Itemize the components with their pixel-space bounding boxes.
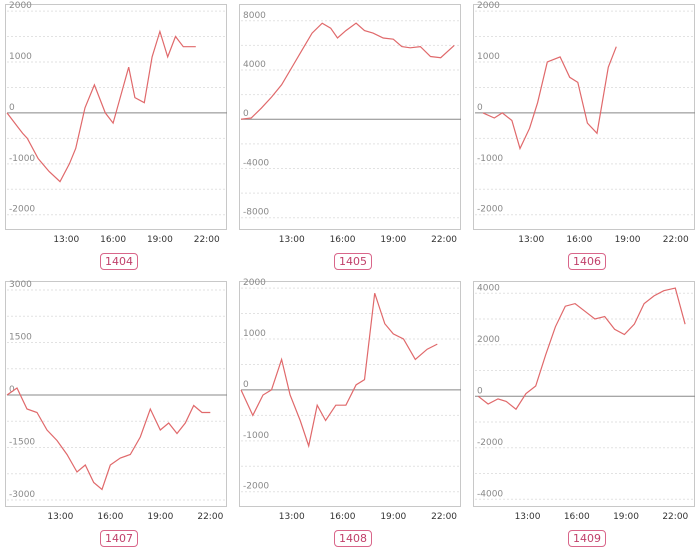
- chart-svg: 3000 1500 0 -1500 -3000 13:00 16:00 19:00 22:00: [6, 280, 227, 522]
- y-tick-label: -2000: [243, 482, 269, 492]
- chart-label-1405[interactable]: 1405: [334, 253, 372, 270]
- y-tick-label: 1500: [9, 333, 32, 343]
- x-tick-label: 16:00: [330, 512, 356, 522]
- y-tick-label: 3000: [9, 280, 32, 290]
- y-tick-label: 2000: [9, 1, 32, 11]
- x-tick-label: 13:00: [53, 235, 79, 245]
- y-tick-label: 0: [9, 385, 15, 395]
- y-tick-label: -2000: [477, 438, 503, 448]
- x-tick-label: 22:00: [431, 235, 457, 245]
- chart-svg: 8000 4000 0 -4000 -8000 13:00 16:00 19:00 22:00: [240, 11, 461, 245]
- series-line: [477, 287, 686, 411]
- y-tick-label: 8000: [243, 11, 266, 21]
- series-line: [240, 22, 455, 120]
- x-tick-label: 13:00: [279, 512, 305, 522]
- x-tick-label: 13:00: [518, 235, 544, 245]
- x-tick-label: 19:00: [615, 235, 641, 245]
- x-tick-label: 19:00: [147, 512, 173, 522]
- y-tick-label: 1000: [477, 52, 500, 62]
- x-tick-label: 16:00: [100, 235, 126, 245]
- y-tick-label: 4000: [477, 283, 500, 293]
- y-tick-label: 0: [243, 109, 249, 119]
- x-tick-label: 22:00: [663, 235, 689, 245]
- y-tick-label: -1000: [9, 154, 35, 164]
- x-tick-label: 22:00: [194, 235, 220, 245]
- chart-label-1409[interactable]: 1409: [568, 530, 606, 547]
- y-tick-label: 2000: [243, 278, 266, 288]
- y-tick-label: -2000: [477, 205, 503, 215]
- y-tick-label: 2000: [477, 1, 500, 11]
- y-tick-label: 4000: [243, 60, 266, 70]
- x-tick-label: 13:00: [279, 235, 305, 245]
- x-tick-label: 19:00: [613, 512, 639, 522]
- x-tick-label: 22:00: [431, 512, 457, 522]
- y-tick-label: 0: [477, 386, 483, 396]
- y-tick-label: 1000: [9, 52, 32, 62]
- y-tick-label: 0: [9, 103, 15, 113]
- x-tick-label: 13:00: [47, 512, 73, 522]
- x-tick-label: 19:00: [380, 512, 406, 522]
- x-tick-label: 22:00: [662, 512, 688, 522]
- chart-panel-1407: 3000 1500 0 -1500 -3000 13:00 16:00 19:00 22:00: [5, 280, 227, 522]
- x-tick-label: 19:00: [380, 235, 406, 245]
- y-tick-label: -3000: [9, 490, 35, 500]
- x-tick-label: 16:00: [564, 512, 590, 522]
- chart-panel-1404: 2000 1000 0 -1000 -2000 13:00 16:00 19:00 22:00: [5, 1, 227, 245]
- series-line: [240, 293, 438, 449]
- chart-panel-1406: 2000 1000 0 -1000 -2000 13:00 16:00 19:00 22:00: [473, 1, 695, 245]
- y-tick-label: 0: [243, 380, 249, 390]
- y-tick-label: -4000: [477, 489, 503, 499]
- chart-panel-1408: 2000 1000 0 -1000 -2000 13:00 16:00 19:00 22:00: [239, 278, 461, 522]
- y-tick-label: -1500: [9, 438, 35, 448]
- y-tick-label: -1000: [477, 154, 503, 164]
- y-tick-label: 0: [477, 103, 483, 113]
- x-tick-label: 16:00: [97, 512, 123, 522]
- chart-svg: 2000 1000 0 -1000 -2000 13:00 16:00 19:00 22:00: [6, 1, 227, 245]
- chart-svg: 2000 1000 0 -1000 -2000 13:00 16:00 19:00 22:00: [475, 1, 695, 245]
- chart-label-1408[interactable]: 1408: [334, 530, 372, 547]
- y-tick-label: -1000: [243, 431, 269, 441]
- y-tick-label: -4000: [243, 158, 269, 168]
- y-tick-label: 2000: [477, 335, 500, 345]
- y-tick-label: -8000: [243, 208, 269, 218]
- chart-label-1407[interactable]: 1407: [100, 530, 138, 547]
- y-tick-label: -2000: [9, 205, 35, 215]
- chart-label-1406[interactable]: 1406: [568, 253, 606, 270]
- chart-svg: 2000 1000 0 -1000 -2000 13:00 16:00 19:00 22:00: [240, 278, 461, 522]
- x-tick-label: 19:00: [147, 235, 173, 245]
- chart-panel-1409: 4000 2000 0 -2000 -4000 13:00 16:00 19:00 22:00: [473, 281, 695, 522]
- chart-panel-1405: 8000 4000 0 -4000 -8000 13:00 16:00 19:00 22:00: [239, 4, 461, 245]
- series-line: [6, 29, 196, 183]
- x-tick-label: 13:00: [515, 512, 541, 522]
- x-tick-label: 16:00: [566, 235, 592, 245]
- x-tick-label: 16:00: [330, 235, 356, 245]
- y-tick-label: 1000: [243, 329, 266, 339]
- chart-label-1404[interactable]: 1404: [100, 253, 138, 270]
- series-line: [482, 46, 617, 151]
- chart-svg: 4000 2000 0 -2000 -4000 13:00 16:00 19:00 22:00: [475, 283, 695, 522]
- series-line: [6, 387, 211, 491]
- x-tick-label: 22:00: [197, 512, 223, 522]
